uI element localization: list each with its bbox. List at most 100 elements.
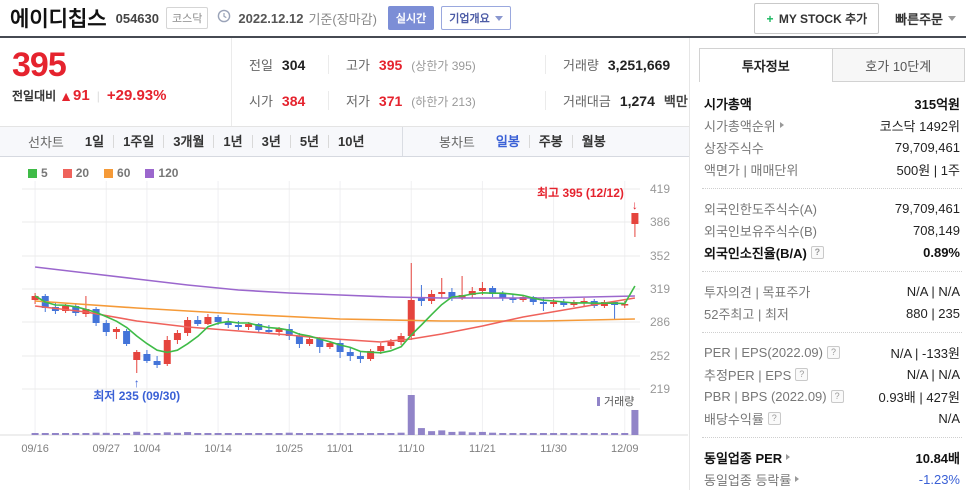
quick-order-button[interactable]: 빠른주문 bbox=[895, 9, 956, 28]
reference-date-note: 기준(장마감) bbox=[308, 11, 377, 27]
up-arrow-icon: ▲ bbox=[59, 87, 74, 104]
ma20-label: 20 bbox=[75, 166, 90, 180]
prev-close-value: 304 bbox=[281, 56, 306, 73]
svg-text:09/27: 09/27 bbox=[92, 443, 120, 455]
day-low-value: 371 bbox=[378, 92, 403, 109]
section-divider bbox=[702, 332, 962, 333]
row-opinion-target: 투자의견 | 목표주가 N/A | N/A bbox=[704, 283, 960, 300]
tab-weekly-candle[interactable]: 주봉 bbox=[528, 135, 572, 148]
row-par-value: 액면가 | 매매단위 500원 | 1주 bbox=[704, 162, 960, 178]
lower-limit-note: (하한가 213) bbox=[411, 94, 476, 109]
ma20-swatch bbox=[62, 168, 72, 178]
svg-text:11/01: 11/01 bbox=[327, 443, 354, 455]
row-foreign-limit: 외국인한도주식수(A) 79,709,461 bbox=[704, 200, 960, 217]
svg-text:최저 235 (09/30): 최저 235 (09/30) bbox=[93, 388, 180, 403]
section-divider bbox=[702, 437, 962, 438]
row-market-cap: 시가총액 315억원 bbox=[704, 96, 960, 112]
ma120-swatch bbox=[145, 168, 155, 178]
svg-text:10/25: 10/25 bbox=[275, 443, 303, 455]
svg-text:252: 252 bbox=[650, 349, 670, 363]
row-market-cap-rank: 시가총액순위 코스닥 1492위 bbox=[704, 118, 960, 134]
tab-1day[interactable]: 1일 bbox=[84, 134, 105, 149]
stock-name: 에이디칩스 bbox=[10, 8, 107, 31]
tab-5year[interactable]: 5년 bbox=[289, 135, 328, 148]
row-foreign-held: 외국인보유주식수(B) 708,149 bbox=[704, 222, 960, 239]
ma5-label: 5 bbox=[41, 166, 48, 180]
help-icon[interactable]: ? bbox=[827, 345, 840, 359]
change-percent: +29.93% bbox=[106, 87, 167, 104]
row-pbr-bps: PBR | BPS (2022.09)? 0.93배 | 427원 bbox=[704, 388, 960, 405]
day-high-value: 395 bbox=[378, 56, 403, 73]
volume-value: 3,251,669 bbox=[607, 56, 671, 73]
ma60-label: 60 bbox=[117, 166, 131, 180]
trade-value-label: 거래대금 bbox=[563, 93, 611, 109]
help-icon[interactable]: ? bbox=[767, 411, 781, 425]
svg-text:386: 386 bbox=[650, 215, 670, 229]
tab-investment-info[interactable]: 투자정보 bbox=[699, 48, 833, 82]
stock-code: 054630 bbox=[115, 10, 159, 26]
arrow-right-icon[interactable] bbox=[786, 454, 791, 460]
prev-close-label: 전일 bbox=[249, 57, 273, 73]
svg-text:최고 395 (12/12): 최고 395 (12/12) bbox=[537, 185, 624, 200]
svg-text:319: 319 bbox=[650, 282, 670, 296]
section-divider bbox=[702, 271, 962, 272]
svg-text:09/16: 09/16 bbox=[21, 443, 49, 455]
svg-text:419: 419 bbox=[650, 182, 670, 196]
svg-text:11/30: 11/30 bbox=[540, 443, 567, 455]
market-badge: 코스닥 bbox=[166, 7, 209, 29]
svg-text:↓: ↓ bbox=[632, 198, 638, 212]
my-stock-add-button[interactable]: + MY STOCK 추가 bbox=[754, 2, 880, 34]
realtime-badge[interactable]: 실시간 bbox=[387, 6, 435, 30]
arrow-right-icon[interactable] bbox=[795, 476, 800, 482]
current-price: 395 bbox=[12, 46, 67, 84]
open-value: 384 bbox=[281, 92, 306, 109]
tab-10year[interactable]: 10년 bbox=[328, 135, 373, 148]
help-icon[interactable]: ? bbox=[810, 245, 824, 259]
page-header: 에이디칩스 054630 코스닥 2022.12.12 기준(장마감) 실시간 … bbox=[0, 0, 966, 36]
candlestick-chart[interactable]: 5 20 60 120 419 386 352 319 286 252 219 최고 395 … bbox=[0, 157, 689, 462]
header-divider bbox=[0, 36, 966, 38]
divider: | bbox=[96, 88, 100, 103]
tab-monthly-candle[interactable]: 월봉 bbox=[571, 135, 615, 148]
clock-icon bbox=[217, 9, 231, 28]
svg-text:10/04: 10/04 bbox=[133, 443, 161, 455]
tab-daily-candle[interactable]: 일봉 bbox=[495, 134, 520, 149]
row-per-eps: PER | EPS(2022.09)? N/A | -133원 bbox=[704, 344, 960, 361]
row-listed-shares: 상장주식수 79,709,461 bbox=[704, 139, 960, 156]
help-icon[interactable]: ? bbox=[795, 367, 809, 381]
svg-text:219: 219 bbox=[650, 382, 670, 396]
open-label: 시가 bbox=[249, 93, 273, 109]
svg-text:거래량: 거래량 bbox=[604, 395, 634, 408]
row-industry-change: 동일업종 등락률 -1.23% bbox=[704, 471, 960, 488]
plus-icon: + bbox=[766, 11, 774, 26]
tab-1week[interactable]: 1주일 bbox=[113, 135, 163, 148]
volume-label: 거래량 bbox=[563, 57, 599, 73]
svg-text:12/09: 12/09 bbox=[611, 443, 639, 455]
row-est-per-eps: 추정PER | EPS? N/A | N/A bbox=[704, 366, 960, 383]
trade-value: 1,274 bbox=[619, 92, 655, 109]
day-low-label: 저가 bbox=[346, 93, 370, 109]
row-dividend-yield: 배당수익률? N/A bbox=[704, 410, 960, 427]
reference-date: 2022.12.12 bbox=[238, 10, 304, 26]
tab-3month[interactable]: 3개월 bbox=[163, 135, 213, 148]
chart-canvas: 419 386 352 319 286 252 219 최고 395 (12/12) ↓ ↑최저 … bbox=[0, 181, 688, 455]
day-high-label: 고가 bbox=[346, 57, 370, 73]
chart-period-tabbar: 선차트 1일 1주일 3개월 1년 3년 5년 10년 봉차트 일봉 주봉 월봉 bbox=[0, 127, 689, 157]
candle-chart-label: 봉차트 bbox=[439, 135, 475, 150]
help-icon[interactable]: ? bbox=[830, 389, 844, 403]
tab-3year[interactable]: 3년 bbox=[251, 135, 290, 148]
ma5-swatch bbox=[28, 168, 37, 178]
row-industry-per: 동일업종 PER 10.84배 bbox=[704, 450, 960, 466]
svg-text:↑: ↑ bbox=[134, 376, 140, 390]
tab-1year[interactable]: 1년 bbox=[213, 135, 251, 148]
tab-order-book[interactable]: 호가 10단계 bbox=[832, 48, 965, 82]
arrow-right-icon[interactable] bbox=[779, 122, 784, 128]
chevron-down-icon bbox=[948, 15, 956, 21]
ma120-label: 120 bbox=[158, 166, 179, 180]
company-overview-button[interactable]: 기업개요 bbox=[441, 6, 511, 30]
ma-legend: 5 20 60 120 bbox=[28, 166, 178, 180]
row-52week-high-low: 52주최고 | 최저 880 | 235 bbox=[704, 305, 960, 322]
upper-limit-note: (상한가 395) bbox=[411, 58, 476, 73]
chevron-down-icon bbox=[494, 15, 503, 21]
line-chart-label: 선차트 bbox=[28, 135, 64, 150]
